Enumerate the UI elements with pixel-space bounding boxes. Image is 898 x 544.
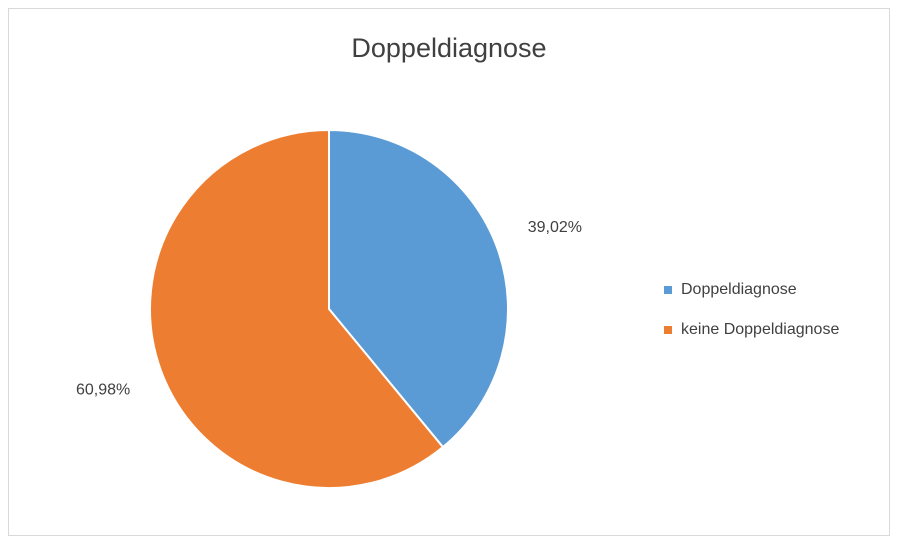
legend-swatch (664, 326, 672, 334)
legend-label: keine Doppeldiagnose (681, 321, 839, 338)
pie-slice (328, 128, 509, 449)
data-label: 39,02% (528, 219, 582, 236)
legend-label: Doppeldiagnose (681, 281, 797, 298)
chart-title: Doppeldiagnose (351, 33, 546, 63)
data-label: 60,98% (76, 381, 130, 398)
pie-slice (149, 128, 445, 489)
legend-swatch (664, 286, 672, 294)
